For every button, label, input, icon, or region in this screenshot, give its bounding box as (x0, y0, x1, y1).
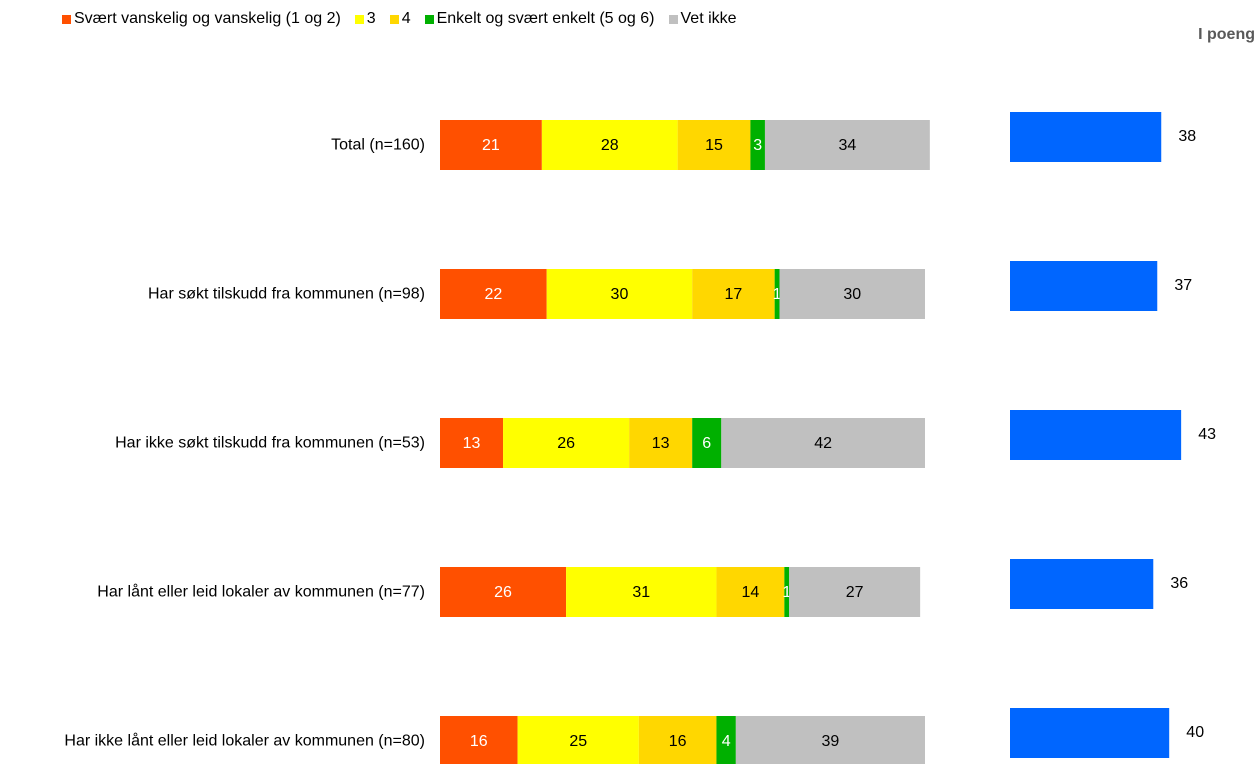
legend-swatch (62, 14, 71, 24)
bar-segment (716, 716, 736, 764)
bar-segment (629, 418, 693, 468)
bar-segment (440, 120, 542, 170)
bar (1010, 112, 1162, 162)
legend-swatch (668, 14, 678, 24)
legend-swatch (389, 14, 399, 24)
category-label: Har lånt eller leid lokaler av kommunen … (97, 583, 425, 601)
legend-item: 3 (354, 10, 376, 28)
legend-swatch (424, 14, 434, 24)
data-label: 3 (753, 137, 762, 154)
data-label: 13 (652, 435, 670, 452)
data-label: 22 (484, 286, 502, 303)
data-label: 25 (569, 733, 587, 750)
data-label: 39 (822, 733, 840, 750)
data-label: 40 (1186, 724, 1204, 741)
data-label: 30 (611, 286, 629, 303)
bar-segment (779, 269, 925, 319)
data-label: 13 (463, 435, 481, 452)
legend-label: Enkelt og svært enkelt (5 og 6) (436, 10, 655, 27)
bar-segment (789, 567, 921, 617)
data-label: 1 (773, 286, 782, 303)
bar-segment (721, 418, 925, 468)
bar-segment (566, 567, 717, 617)
bar-segment (517, 716, 639, 764)
bar-segment (692, 418, 722, 468)
data-label: 26 (494, 584, 512, 601)
data-label: 6 (702, 435, 711, 452)
bar-segment (716, 567, 785, 617)
bar-segment (764, 120, 930, 170)
bar-segment (541, 120, 678, 170)
bar-segment (735, 716, 925, 764)
data-label: 16 (669, 733, 687, 750)
bar (1010, 261, 1158, 311)
data-label: 28 (601, 137, 619, 154)
bar (1010, 559, 1154, 609)
legend-item: Vet ikke (668, 10, 737, 28)
data-label: 27 (846, 584, 864, 601)
data-label: 37 (1174, 277, 1192, 294)
bar-segment (750, 120, 765, 170)
legend-item: 4 (389, 10, 411, 28)
legend-label: 4 (401, 10, 411, 27)
bar-segment (440, 716, 518, 764)
bar (1010, 708, 1170, 758)
category-label: Har ikke søkt tilskudd fra kommunen (n=5… (115, 434, 425, 452)
bar-segment (546, 269, 693, 319)
legend-label: 3 (366, 10, 376, 27)
legend-label: Svært vanskelig og vanskelig (1 og 2) (74, 10, 341, 27)
bar-segment (503, 418, 630, 468)
legend: Svært vanskelig og vanskelig (1 og 2) 3 4 E… (62, 10, 737, 28)
category-label-box: Total (n=160) (10, 136, 425, 155)
category-label: Har søkt tilskudd fra kommunen (n=98) (148, 285, 425, 303)
bar-segment (440, 418, 504, 468)
bar (1010, 410, 1182, 460)
data-label: 14 (742, 584, 760, 601)
data-label: 16 (470, 733, 488, 750)
category-label: Total (n=160) (331, 136, 425, 154)
bar-segment (440, 567, 567, 617)
bar-segment (440, 269, 547, 319)
category-label-box: Har lånt eller leid lokaler av kommunen … (10, 583, 425, 602)
data-label: 43 (1198, 426, 1216, 443)
bar-segment (638, 716, 717, 764)
legend-label: Vet ikke (680, 10, 737, 27)
data-label: 17 (725, 286, 743, 303)
category-label-box: Har ikke lånt eller leid lokaler av komm… (10, 732, 425, 751)
bar-segment (784, 567, 790, 617)
data-label: 31 (632, 584, 650, 601)
category-label: Har ikke lånt eller leid lokaler av komm… (64, 732, 425, 750)
data-label: 26 (557, 435, 575, 452)
data-label: 15 (705, 137, 723, 154)
category-label-box: Har ikke søkt tilskudd fra kommunen (n=5… (10, 434, 425, 453)
data-label: 1 (782, 584, 791, 601)
data-label: 36 (1170, 575, 1188, 592)
bar-segment (677, 120, 751, 170)
data-label: 21 (482, 137, 500, 154)
data-label: 34 (839, 137, 857, 154)
data-label: 30 (843, 286, 861, 303)
side-chart-title: I poeng (1198, 26, 1255, 43)
legend-item: Enkelt og svært enkelt (5 og 6) (424, 10, 655, 28)
data-label: 38 (1178, 128, 1196, 145)
legend-item: Svært vanskelig og vanskelig (1 og 2) (62, 10, 341, 28)
data-label: 42 (814, 435, 832, 452)
data-label: 4 (722, 733, 731, 750)
bar-segment (774, 269, 780, 319)
legend-swatch (354, 14, 364, 24)
bar-segment (692, 269, 775, 319)
category-label-box: Har søkt tilskudd fra kommunen (n=98) (10, 285, 425, 304)
